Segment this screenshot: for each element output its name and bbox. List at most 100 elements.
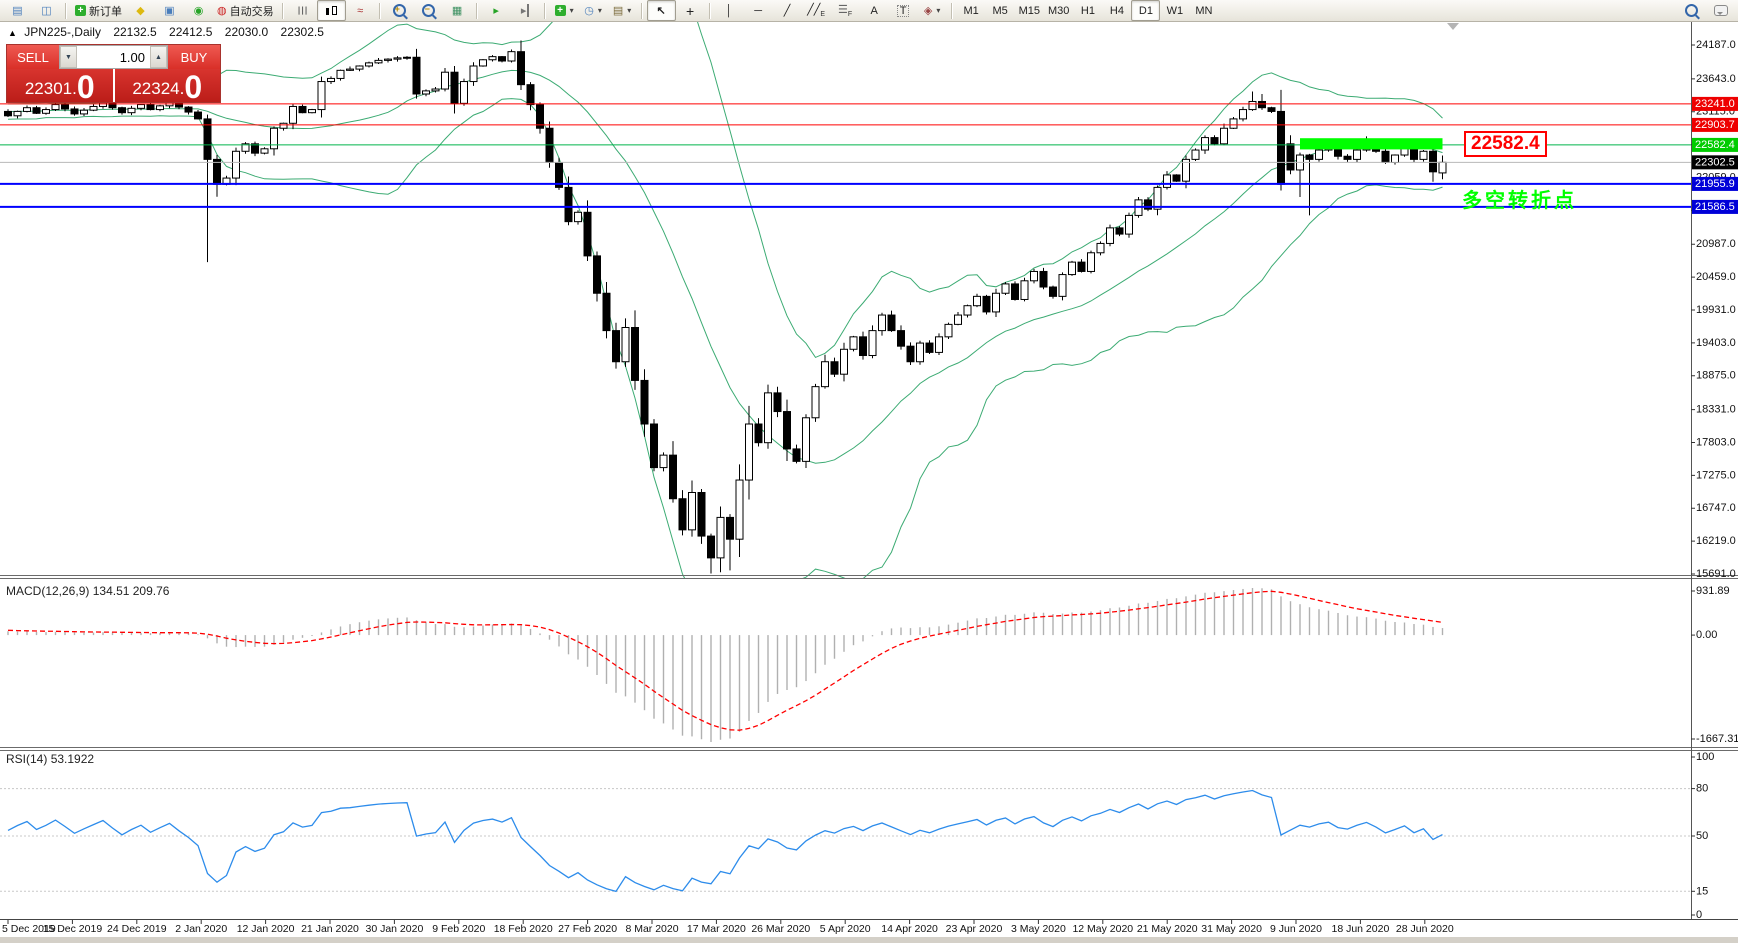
timeframe-m30[interactable]: M30 <box>1048 4 1070 17</box>
bear-candle <box>70 108 79 115</box>
date-label: 14 Apr 2020 <box>881 923 938 935</box>
tile-windows-icon[interactable]: ▦ <box>451 5 463 17</box>
price-tick-label: 16219.0 <box>1696 535 1736 547</box>
profiles-icon[interactable]: ◫ <box>41 5 52 17</box>
zoom-in-icon[interactable] <box>385 0 414 21</box>
date-label: 3 May 2020 <box>1011 923 1066 935</box>
bear-candle <box>1144 199 1152 210</box>
bull-candle <box>346 68 354 71</box>
new-chart-icon[interactable]: ▤ <box>12 5 23 17</box>
bar-chart-icon[interactable]: ☰ <box>295 5 308 16</box>
buy-button[interactable]: BUY <box>168 45 220 69</box>
price-tick-label: 17803.0 <box>1696 436 1736 448</box>
autotrading-button[interactable]: ◍ 自动交易 <box>213 0 278 21</box>
timeframe-h1[interactable]: H1 <box>1080 4 1095 17</box>
date-label: 12 Jan 2020 <box>237 923 295 935</box>
chevron-down-icon: ▾ <box>569 6 574 15</box>
auto-scroll-icon[interactable]: ▸ <box>493 5 499 17</box>
indicators-button[interactable]: + ▾ <box>550 0 579 21</box>
bear-candle <box>1258 100 1266 109</box>
bull-candle <box>137 104 145 109</box>
date-label: 17 Mar 2020 <box>687 923 746 935</box>
fibonacci-icon[interactable]: ☰F <box>838 3 853 19</box>
horizontal-line-icon[interactable]: ─ <box>754 4 762 17</box>
ohlc-close: 22302.5 <box>280 25 324 39</box>
date-label: 21 Jan 2020 <box>301 923 359 935</box>
price-badge <box>1692 96 1738 111</box>
price-axis[interactable]: 24187.023643.023115.022587.022059.021531… <box>1691 39 1738 580</box>
text-label-icon[interactable]: T <box>889 0 918 21</box>
timeframe-m5[interactable]: M5 <box>992 4 1008 17</box>
toolbar-separator <box>543 2 546 19</box>
date-label: 9 Feb 2020 <box>432 923 485 935</box>
date-label: 2 Jan 2020 <box>175 923 227 935</box>
bear-candle <box>773 392 782 413</box>
ohlc-open: 22132.5 <box>113 25 157 39</box>
signals-icon[interactable]: ◉ <box>193 5 204 17</box>
timeframe-w1[interactable]: W1 <box>1166 4 1184 17</box>
text-icon[interactable]: A <box>870 4 878 17</box>
bull-candle <box>1191 149 1200 160</box>
bear-candle <box>32 107 41 114</box>
candlestick-chart-icon[interactable] <box>316 0 346 21</box>
templates-button[interactable]: ▤ ▾ <box>612 5 632 17</box>
trendline-icon[interactable]: ╱ <box>783 5 791 17</box>
bull-candle <box>1096 242 1105 254</box>
zoom-out-icon[interactable] <box>414 0 443 21</box>
bull-candle <box>1153 186 1162 210</box>
bull-candle <box>735 479 744 540</box>
trend-up-icon: ▲ <box>8 28 17 38</box>
bear-candle <box>517 51 525 86</box>
macd-values: 134.51 209.76 <box>92 584 170 598</box>
arrows-icon[interactable]: ◈ ▾ <box>923 5 941 17</box>
resistance-rectangle[interactable] <box>1300 138 1443 150</box>
terminal-icon[interactable]: ▣ <box>164 5 175 17</box>
sell-button[interactable]: SELL <box>7 45 59 69</box>
macd-histogram <box>7 588 1444 742</box>
timeframe-mn[interactable]: MN <box>1195 4 1213 17</box>
price-badge-label: 21955.9 <box>1695 178 1735 190</box>
periods-button[interactable]: ◷ ▾ <box>579 0 608 21</box>
line-chart-icon[interactable]: ≈ <box>357 4 364 17</box>
bull-candle <box>1248 100 1257 111</box>
bear-candle <box>1077 261 1086 272</box>
equidistant-channel-icon[interactable]: ╱╱E <box>807 3 826 19</box>
macd-tick-label: 931.89 <box>1696 585 1730 597</box>
volume-down-button[interactable]: ▼ <box>60 46 77 68</box>
bull-candle <box>1182 158 1190 182</box>
search-icon[interactable] <box>1677 0 1706 21</box>
metaeditor-icon[interactable]: ◆ <box>136 5 145 17</box>
chat-icon[interactable] <box>1706 0 1735 21</box>
volume-input[interactable]: 1.00 <box>119 49 145 65</box>
buy-price-button[interactable]: 22324. 0 <box>114 69 220 103</box>
window-bottom-strip <box>0 937 1738 943</box>
timeframe-h4[interactable]: H4 <box>1109 4 1124 17</box>
clock-icon: ◷ <box>584 5 594 17</box>
cursor-icon[interactable]: ↖ <box>646 0 676 21</box>
new-order-button[interactable]: + 新订单 <box>71 0 126 21</box>
timeframe-m15[interactable]: M15 <box>1018 4 1041 17</box>
bear-candle <box>1429 150 1437 173</box>
volume-up-button[interactable]: ▲ <box>150 46 167 68</box>
toolbar-separator <box>950 2 953 19</box>
bull-candle <box>441 71 449 90</box>
ohlc-high: 22412.5 <box>169 25 213 39</box>
bull-candle <box>1438 161 1447 174</box>
turning-point-annotation[interactable]: 多空转折点 <box>1462 190 1577 212</box>
chevron-down-icon: ▾ <box>627 6 632 15</box>
timeframe-m1[interactable]: M1 <box>963 4 979 17</box>
sell-price-button[interactable]: 22301. 0 <box>7 69 113 103</box>
bull-candle <box>374 59 383 64</box>
crosshair-icon[interactable]: + <box>686 2 695 19</box>
bull-candle <box>764 392 772 444</box>
timeframe-d1[interactable]: D1 <box>1131 0 1161 21</box>
vertical-line-icon[interactable]: │ <box>725 4 733 17</box>
price-level-label[interactable]: 22582.4 <box>1464 131 1547 157</box>
date-label: 15 Dec 2019 <box>43 923 103 935</box>
bull-candle <box>327 77 335 83</box>
chart-shift-icon[interactable]: ▸ <box>511 0 540 21</box>
bear-candle <box>298 105 307 114</box>
bear-candle <box>61 104 69 110</box>
